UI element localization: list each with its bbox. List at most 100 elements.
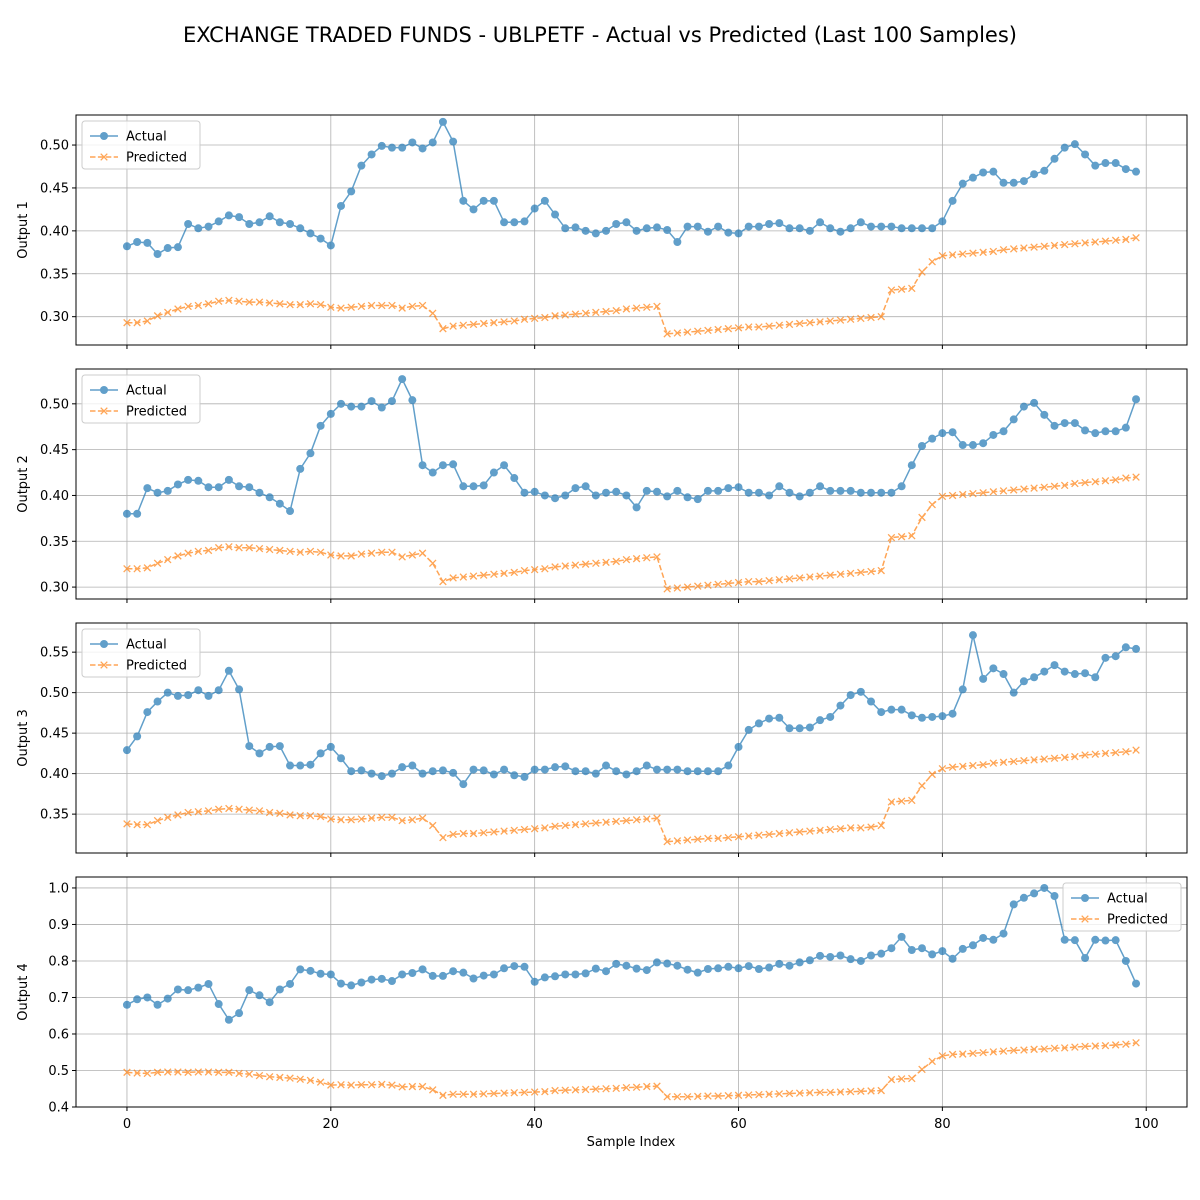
data-point-predicted	[204, 1068, 213, 1076]
data-point-predicted	[479, 319, 488, 328]
data-point-actual	[887, 222, 896, 231]
data-point-predicted	[520, 315, 529, 324]
x-tick-label: 0	[123, 1117, 131, 1132]
data-point-predicted	[744, 577, 753, 586]
data-point-actual	[744, 488, 753, 497]
data-point-actual	[744, 962, 753, 971]
data-point-actual	[194, 686, 203, 695]
data-point-predicted	[541, 824, 549, 832]
data-point-predicted	[948, 1050, 957, 1059]
data-point-actual	[754, 222, 763, 231]
data-point-actual	[999, 670, 1008, 679]
data-point-actual	[958, 441, 967, 450]
data-point-predicted	[1050, 1044, 1059, 1052]
y-tick-label: 0.50	[40, 397, 69, 412]
data-point-predicted	[673, 329, 682, 337]
data-point-actual	[551, 972, 560, 981]
data-point-actual	[398, 970, 407, 979]
data-point-actual	[275, 499, 284, 508]
data-point-actual	[469, 974, 478, 983]
data-point-predicted	[225, 804, 233, 813]
data-point-predicted	[439, 577, 447, 586]
data-point-predicted	[877, 566, 885, 575]
data-point-predicted	[428, 559, 437, 568]
data-point-actual	[316, 421, 325, 430]
data-point-predicted	[592, 308, 600, 317]
data-point-predicted	[765, 576, 773, 585]
data-point-actual	[184, 691, 193, 700]
data-point-actual	[632, 767, 641, 776]
data-point-predicted	[428, 821, 437, 830]
y-tick-label: 1.0	[48, 881, 69, 896]
data-point-predicted	[1081, 239, 1089, 247]
data-point-actual	[1030, 673, 1039, 682]
legend-label-actual: Actual	[126, 384, 167, 399]
data-point-actual	[377, 141, 386, 150]
data-point-predicted	[286, 1074, 294, 1082]
data-point-predicted	[418, 301, 427, 310]
data-point-actual	[1091, 673, 1100, 682]
data-point-predicted	[816, 318, 824, 326]
data-point-actual	[275, 985, 284, 994]
data-point-predicted	[418, 549, 427, 557]
data-point-actual	[571, 767, 580, 776]
data-point-predicted	[265, 299, 274, 307]
data-point-actual	[438, 971, 447, 980]
data-point-actual	[1070, 140, 1079, 149]
data-point-predicted	[347, 552, 355, 560]
data-point-actual	[194, 983, 203, 992]
data-point-predicted	[1091, 238, 1100, 246]
data-point-predicted	[592, 1085, 600, 1093]
data-point-predicted	[306, 1076, 315, 1085]
data-point-predicted	[592, 819, 600, 827]
data-point-actual	[133, 509, 142, 518]
data-point-actual	[500, 765, 509, 774]
data-point-predicted	[184, 808, 192, 817]
data-point-actual	[714, 486, 723, 495]
data-point-actual	[724, 962, 733, 971]
data-point-predicted	[1132, 746, 1140, 754]
data-point-actual	[428, 468, 437, 477]
data-point-predicted	[867, 823, 875, 831]
data-point-predicted	[255, 1071, 264, 1080]
data-point-actual	[907, 224, 916, 233]
axes-frame	[75, 114, 1188, 346]
data-point-predicted	[530, 565, 539, 574]
data-point-actual	[846, 955, 855, 964]
data-point-predicted	[918, 1065, 926, 1074]
data-point-actual	[999, 178, 1008, 187]
data-point-predicted	[571, 310, 580, 318]
data-point-actual	[775, 713, 784, 722]
data-point-predicted	[184, 1068, 192, 1077]
data-point-predicted	[908, 796, 916, 805]
data-point-predicted	[286, 811, 294, 819]
data-point-actual	[979, 674, 988, 683]
data-point-actual	[999, 427, 1008, 436]
data-point-actual	[836, 227, 845, 236]
data-point-actual	[1101, 653, 1110, 662]
data-point-predicted	[378, 301, 386, 310]
legend-label-predicted: Predicted	[126, 151, 187, 166]
data-point-actual	[265, 998, 274, 1007]
data-point-actual	[775, 482, 784, 491]
data-point-actual	[754, 488, 763, 497]
data-point-predicted	[367, 1080, 376, 1089]
data-point-actual	[500, 964, 509, 973]
data-point-predicted	[1040, 242, 1049, 251]
data-point-predicted	[928, 500, 936, 509]
data-point-predicted	[836, 570, 845, 579]
subplot-2: 0.30 0.35 0.40 0.45 0.50 Output 2 Actual Predic…	[16, 368, 1188, 603]
plot-area	[122, 117, 1141, 338]
data-point-predicted	[908, 532, 916, 540]
data-point-predicted	[316, 1078, 325, 1086]
data-point-actual	[428, 971, 437, 980]
data-point-predicted	[347, 816, 355, 824]
data-point-predicted	[551, 822, 559, 831]
data-point-actual	[571, 223, 580, 232]
data-point-actual	[1111, 159, 1120, 168]
data-point-actual	[357, 766, 366, 775]
data-point-predicted	[1009, 245, 1018, 253]
data-point-predicted	[755, 1090, 763, 1099]
data-point-predicted	[857, 1087, 865, 1096]
data-point-actual	[520, 217, 529, 226]
